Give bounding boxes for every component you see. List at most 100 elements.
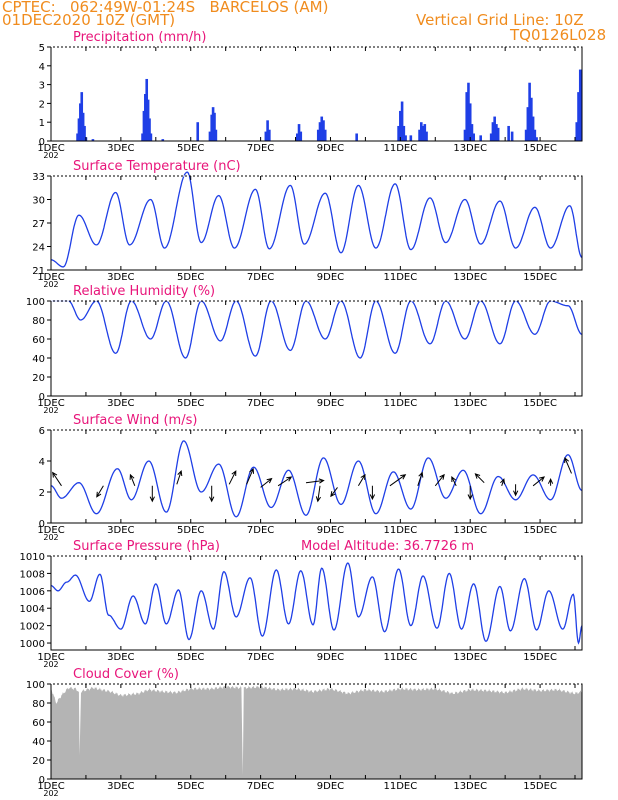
x-tick-label: 7DEC	[247, 272, 274, 283]
wind-arrow	[417, 471, 424, 486]
x-tick-label: 3DEC	[107, 781, 134, 792]
x-year-cut-label: 202	[43, 533, 58, 542]
precip-bar	[578, 69, 582, 141]
x-tick-label: 9DEC	[317, 398, 344, 409]
precip-bar	[526, 107, 530, 141]
x-tick-label: 13DEC	[453, 272, 487, 283]
panel-wind: 0 2 4 6 1DEC 3DEC 5DEC 7DEC 9DEC 11DEC 13DEC 15DEC 2…	[37, 413, 583, 542]
x-tick-label: 1DEC	[37, 781, 64, 792]
x-year-cut-label: 202	[43, 660, 58, 669]
precip-bar	[77, 118, 81, 141]
x-tick-label: 11DEC	[383, 525, 417, 536]
precip-bar	[399, 110, 402, 141]
x-tick-label: 7DEC	[247, 398, 274, 409]
wind-arrow	[260, 477, 273, 488]
panel-humidity: 0 20 40 60 80 100 1DEC 3DEC 5DEC 7DEC 9DEC 11DEC 13D…	[26, 284, 583, 415]
x-year-cut-label: 202	[43, 151, 58, 160]
wind-arrow	[176, 470, 183, 485]
y-tick-label: 1000	[20, 639, 45, 650]
precip-bar	[524, 129, 528, 141]
panel-annotation: Model Altitude: 36.7726 m	[301, 539, 474, 554]
precip-bar	[161, 139, 165, 141]
precip-bar	[531, 116, 535, 141]
precip-bar	[297, 124, 301, 141]
header-model-code: TQ0126L028	[510, 26, 607, 44]
precip-bar	[149, 133, 153, 141]
x-tick-label: 15DEC	[523, 525, 557, 536]
precip-bar	[528, 82, 531, 141]
precip-bar	[507, 125, 510, 141]
wind-arrow	[330, 487, 338, 498]
precip-bar	[400, 101, 404, 141]
pressure-series-line	[50, 562, 583, 645]
x-tick-label: 13DEC	[453, 525, 487, 536]
precip-bar	[409, 135, 413, 141]
x-tick-label: 1DEC	[37, 525, 64, 536]
x-tick-label: 15DEC	[523, 398, 557, 409]
header-station: CPTEC: 062:49W-01:24S BARCELOS (AM)	[2, 0, 329, 16]
x-tick-label: 11DEC	[383, 143, 417, 154]
precip-bar	[81, 112, 85, 141]
y-tick-label: 1008	[20, 569, 45, 580]
y-tick-label: 0	[39, 392, 45, 403]
panel-title: Surface Wind (m/s)	[73, 413, 197, 428]
cloud-cover-area	[51, 685, 582, 779]
y-tick-label: 24	[32, 243, 45, 254]
wind-arrow	[357, 473, 366, 487]
precip-bar	[489, 133, 493, 141]
y-tick-label: 20	[32, 756, 45, 767]
precip-bar	[323, 129, 327, 141]
precip-bar	[535, 137, 538, 141]
y-tick-label: 80	[32, 316, 45, 327]
wind-arrow	[451, 475, 457, 487]
panel-frame	[50, 46, 583, 142]
y-tick-label: 3	[39, 81, 45, 92]
precip-bar	[577, 92, 580, 141]
wind-arrow	[389, 474, 407, 487]
x-tick-label: 15DEC	[523, 781, 557, 792]
y-tick-label: 21	[32, 266, 45, 277]
x-tick-label: 11DEC	[383, 781, 417, 792]
precip-bar	[404, 135, 407, 141]
precip-bar	[80, 92, 84, 141]
panel-title: Relative Humidity (%)	[73, 284, 215, 299]
x-tick-label: 9DEC	[317, 525, 344, 536]
wind-arrow	[96, 485, 104, 498]
x-tick-label: 9DEC	[317, 652, 344, 663]
precip-bar	[76, 133, 79, 141]
y-tick-label: 1006	[20, 587, 45, 598]
precip-bar	[299, 131, 303, 141]
precip-bar	[495, 124, 498, 141]
precip-bar	[397, 125, 400, 141]
precip-bar	[496, 127, 500, 141]
x-tick-label: 5DEC	[177, 781, 204, 792]
wind-arrow	[305, 478, 325, 484]
x-tick-label: 1DEC	[37, 272, 64, 283]
y-tick-label: 30	[32, 196, 45, 207]
x-tick-label: 3DEC	[107, 652, 134, 663]
precip-bar	[142, 110, 146, 141]
precip-bar	[423, 124, 427, 141]
precip-bar	[266, 120, 269, 141]
precip-bar	[211, 107, 215, 141]
x-tick-label: 7DEC	[247, 781, 274, 792]
precip-bar	[148, 118, 151, 141]
x-tick-label: 7DEC	[247, 143, 274, 154]
x-tick-label: 15DEC	[523, 652, 557, 663]
precip-bar	[470, 124, 474, 141]
precip-bar	[491, 122, 495, 141]
wind-arrow	[434, 473, 445, 487]
y-tick-label: 40	[32, 354, 45, 365]
wind-arrow	[228, 470, 237, 485]
precip-bar	[320, 116, 324, 141]
precip-bar	[493, 116, 496, 141]
precip-bar	[144, 94, 147, 141]
precip-bar	[145, 78, 149, 141]
x-tick-label: 15DEC	[523, 143, 557, 154]
y-tick-label: 1002	[20, 622, 45, 633]
x-tick-label: 1DEC	[37, 652, 64, 663]
x-tick-label: 13DEC	[453, 398, 487, 409]
precip-bar	[208, 131, 212, 141]
y-tick-label: 100	[26, 680, 45, 691]
